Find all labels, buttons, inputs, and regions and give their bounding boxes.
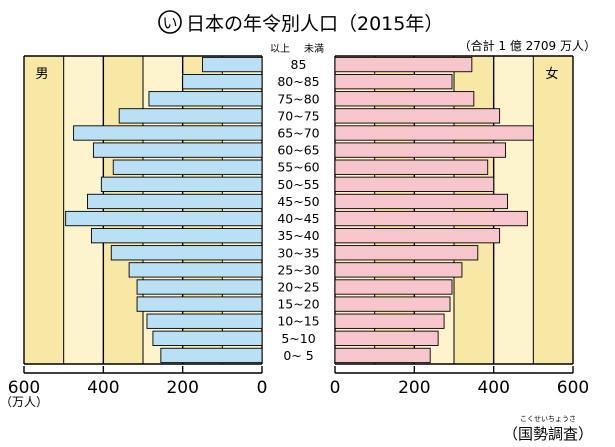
female-band — [414, 56, 454, 364]
chart-title-group: い 日本の年令別人口（2015年） — [158, 10, 443, 35]
female-bar — [334, 193, 509, 210]
male-band — [222, 56, 262, 364]
age-label: 20~25 — [277, 280, 319, 295]
female-bar — [334, 176, 495, 192]
male-bar — [160, 347, 263, 364]
female-bar — [334, 262, 463, 278]
age-label: 0~ 5 — [283, 348, 313, 363]
female-panel — [334, 55, 574, 374]
male-bar — [146, 313, 263, 329]
female-bar — [334, 228, 501, 244]
male-bar — [118, 108, 263, 124]
age-labels: 85 80~85 75~80 70~75 65~70 60~65 55~60 50~55 45~… — [277, 57, 319, 363]
female-bar — [334, 125, 534, 141]
male-tick-label: 400 — [87, 378, 119, 398]
male-bar — [90, 228, 263, 244]
female-bar — [334, 313, 445, 329]
male-series-label: 男 — [35, 67, 48, 82]
male-bar — [152, 330, 263, 346]
chart-title: 日本の年令別人口（2015年） — [186, 13, 443, 35]
age-label: 80~85 — [277, 74, 319, 89]
female-bar — [334, 91, 475, 107]
age-label: 30~35 — [277, 245, 319, 260]
male-tick-label: 200 — [166, 378, 198, 398]
age-label: 45~50 — [277, 194, 319, 209]
female-series-label: 女 — [545, 66, 558, 82]
age-label: 75~80 — [277, 91, 319, 106]
male-band — [63, 56, 104, 364]
age-label: 10~15 — [277, 314, 319, 329]
age-label: 55~60 — [277, 160, 319, 175]
age-header-upper: 未満 — [304, 43, 324, 55]
male-tick-label: 600 — [8, 378, 40, 398]
male-bar — [128, 262, 263, 278]
female-tick-label: 400 — [477, 378, 509, 398]
male-bar — [202, 56, 263, 73]
male-bar — [136, 279, 263, 295]
female-band — [374, 56, 415, 364]
male-panel — [23, 55, 263, 374]
source-ruby: こくせいちょうさ — [520, 415, 576, 423]
axis-tick-labels: 600 400 200 0 0 200 400 600 — [8, 378, 589, 398]
age-label: 40~45 — [277, 211, 319, 226]
total-note: （合計 1 億 2709 万人） — [459, 38, 596, 53]
female-band — [335, 56, 375, 364]
male-bar — [182, 74, 263, 90]
male-band — [24, 56, 64, 364]
age-label: 15~20 — [277, 297, 319, 312]
male-bar — [148, 91, 263, 107]
male-band — [182, 56, 223, 364]
source-label: （国勢調査） — [503, 425, 593, 443]
male-bar — [92, 142, 263, 158]
age-label: 60~65 — [277, 143, 319, 158]
female-bar — [334, 159, 489, 175]
age-label: 35~40 — [277, 228, 319, 243]
age-label: 25~30 — [277, 262, 319, 277]
female-band — [533, 56, 573, 364]
female-bar — [334, 56, 473, 73]
female-bar — [334, 347, 431, 364]
male-band — [143, 56, 183, 364]
female-tick-label: 0 — [330, 378, 341, 398]
male-bar — [87, 193, 263, 210]
age-label: 85 — [291, 57, 307, 72]
male-tick-label: 0 — [257, 378, 268, 398]
female-bar — [334, 210, 528, 227]
female-bar — [334, 330, 439, 346]
female-bar — [334, 142, 507, 158]
title-badge: い — [162, 14, 177, 32]
female-band — [454, 56, 494, 364]
male-bar — [136, 296, 263, 312]
female-tick-label: 600 — [557, 378, 589, 398]
age-label: 5~10 — [281, 331, 315, 346]
unit-label: （万人） — [0, 395, 48, 409]
male-bar — [73, 125, 263, 141]
female-bar — [334, 245, 479, 261]
age-label: 65~70 — [277, 126, 319, 141]
male-bar — [65, 210, 263, 227]
female-bar — [334, 74, 453, 90]
title-badge-circle — [158, 10, 182, 34]
female-bar — [334, 279, 453, 295]
age-label: 50~55 — [277, 177, 319, 192]
female-bar — [334, 108, 501, 124]
male-bar — [112, 159, 263, 175]
age-header-lower: 以上 — [270, 43, 290, 55]
female-band — [493, 56, 534, 364]
female-tick-label: 200 — [398, 378, 430, 398]
age-label: 70~75 — [277, 108, 319, 123]
male-bar — [110, 245, 263, 261]
male-bar — [100, 176, 263, 192]
female-bar — [334, 296, 451, 312]
male-band — [103, 56, 143, 364]
